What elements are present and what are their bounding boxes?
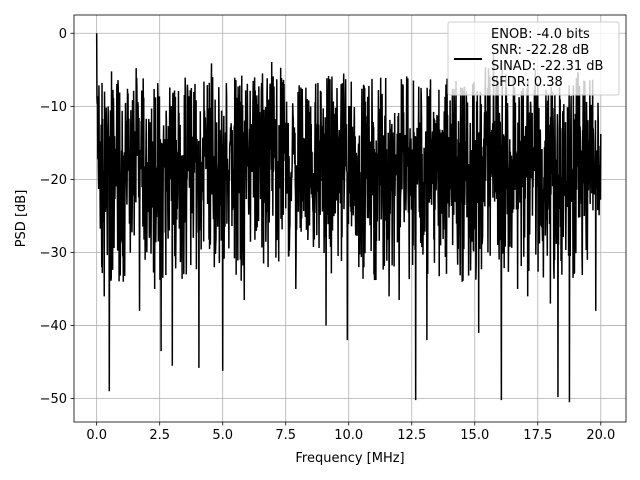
y-tick-label: −10 (40, 100, 67, 115)
x-tick-label: 20.0 (586, 428, 615, 443)
plot-frame (73, 14, 627, 423)
x-tick-label: 2.5 (149, 428, 170, 443)
legend-box (447, 21, 620, 96)
y-tick-label: −50 (40, 392, 67, 407)
y-tick-label: −20 (40, 173, 67, 188)
x-tick-label: 5.0 (212, 428, 233, 443)
data-layer (95, 33, 602, 403)
tick-layer: 0.0 2.5 5.0 7.5 10.0 12.5 15.0 17.5 20.0 0 −10 −20 −… (40, 27, 616, 443)
y-tick-label: 0 (59, 27, 67, 42)
x-tick-label: 10.0 (334, 428, 363, 443)
y-tick-label: −40 (40, 319, 67, 334)
y-tick-label: −30 (40, 246, 67, 261)
psd-series-line (95, 33, 602, 403)
x-tick-label: 15.0 (460, 428, 489, 443)
y-axis-title: PSD [dB] (14, 190, 29, 248)
legend: ENOB: -4.0 bits SNR: -22.28 dB SINAD: -2… (447, 21, 620, 96)
x-tick-label: 17.5 (523, 428, 552, 443)
x-tick-label: 0.0 (86, 428, 107, 443)
x-axis-title: Frequency [MHz] (295, 451, 404, 466)
x-tick-label: 12.5 (397, 428, 426, 443)
x-tick-label: 7.5 (275, 428, 296, 443)
legend-enob: ENOB: -4.0 bits (491, 27, 590, 42)
legend-snr: SNR: -22.28 dB (491, 43, 589, 58)
legend-sinad: SINAD: -22.31 dB (491, 59, 603, 74)
legend-sfdr: SFDR: 0.38 (491, 75, 563, 90)
